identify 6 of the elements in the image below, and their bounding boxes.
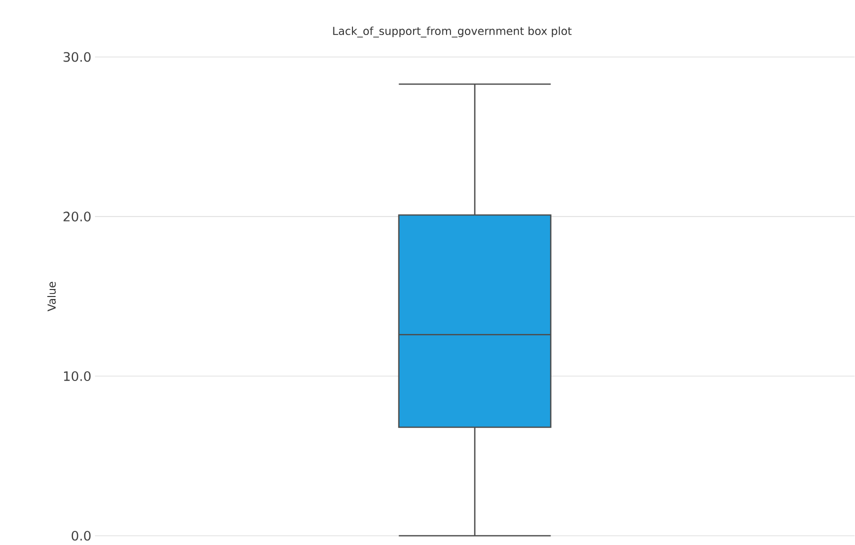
y-axis-title: Value — [47, 282, 56, 312]
y-tick-label: 0.0 — [72, 530, 91, 541]
y-tick-label: 30.0 — [64, 52, 91, 62]
y-tick-label: 20.0 — [64, 212, 91, 222]
chart-title: Lack_of_support_from_government box plot — [333, 26, 572, 38]
y-tick-label: 10.0 — [64, 371, 91, 382]
